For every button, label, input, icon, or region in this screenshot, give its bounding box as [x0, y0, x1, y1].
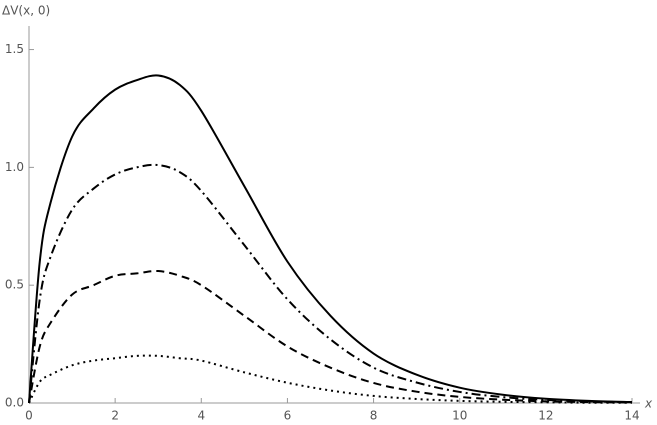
- y-tick-label: 0.0: [5, 396, 24, 410]
- y-tick-label: 1.5: [5, 42, 24, 56]
- x-tick-label: 14: [624, 409, 639, 423]
- x-tick-label: 4: [197, 409, 205, 423]
- curve: [28, 270, 633, 404]
- x-tick-label: 8: [370, 409, 378, 423]
- y-axis-label: ΔV(x, 0): [2, 4, 50, 18]
- x-tick-label: 12: [538, 409, 553, 423]
- x-tick-label: 0: [25, 409, 33, 423]
- curve: [28, 74, 633, 404]
- curve: [28, 354, 633, 404]
- y-tick-label: 1.0: [5, 160, 24, 174]
- x-tick-label: 10: [452, 409, 467, 423]
- curve: [28, 163, 633, 404]
- x-tick-label: 6: [284, 409, 292, 423]
- y-tick-label: 0.5: [5, 278, 24, 292]
- x-tick-label: 2: [111, 409, 119, 423]
- x-axis-label: x: [644, 397, 653, 411]
